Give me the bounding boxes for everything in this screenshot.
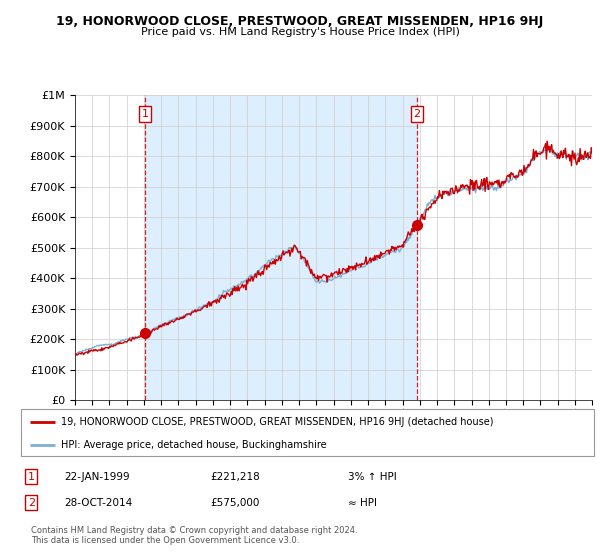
Text: 28-OCT-2014: 28-OCT-2014 bbox=[64, 498, 132, 507]
Text: £575,000: £575,000 bbox=[210, 498, 259, 507]
Text: 3% ↑ HPI: 3% ↑ HPI bbox=[347, 472, 397, 482]
Text: Contains HM Land Registry data © Crown copyright and database right 2024.
This d: Contains HM Land Registry data © Crown c… bbox=[31, 526, 358, 545]
Text: Price paid vs. HM Land Registry's House Price Index (HPI): Price paid vs. HM Land Registry's House … bbox=[140, 27, 460, 37]
Bar bbox=[145, 95, 417, 400]
Text: 22-JAN-1999: 22-JAN-1999 bbox=[64, 472, 130, 482]
Text: 1: 1 bbox=[142, 109, 149, 119]
Text: 19, HONORWOOD CLOSE, PRESTWOOD, GREAT MISSENDEN, HP16 9HJ (detached house): 19, HONORWOOD CLOSE, PRESTWOOD, GREAT MI… bbox=[61, 417, 494, 427]
Text: HPI: Average price, detached house, Buckinghamshire: HPI: Average price, detached house, Buck… bbox=[61, 440, 327, 450]
Text: 2: 2 bbox=[413, 109, 421, 119]
Text: 1: 1 bbox=[28, 472, 35, 482]
Text: £221,218: £221,218 bbox=[210, 472, 260, 482]
Text: 19, HONORWOOD CLOSE, PRESTWOOD, GREAT MISSENDEN, HP16 9HJ: 19, HONORWOOD CLOSE, PRESTWOOD, GREAT MI… bbox=[56, 15, 544, 27]
Text: 2: 2 bbox=[28, 498, 35, 507]
Text: ≈ HPI: ≈ HPI bbox=[347, 498, 377, 507]
